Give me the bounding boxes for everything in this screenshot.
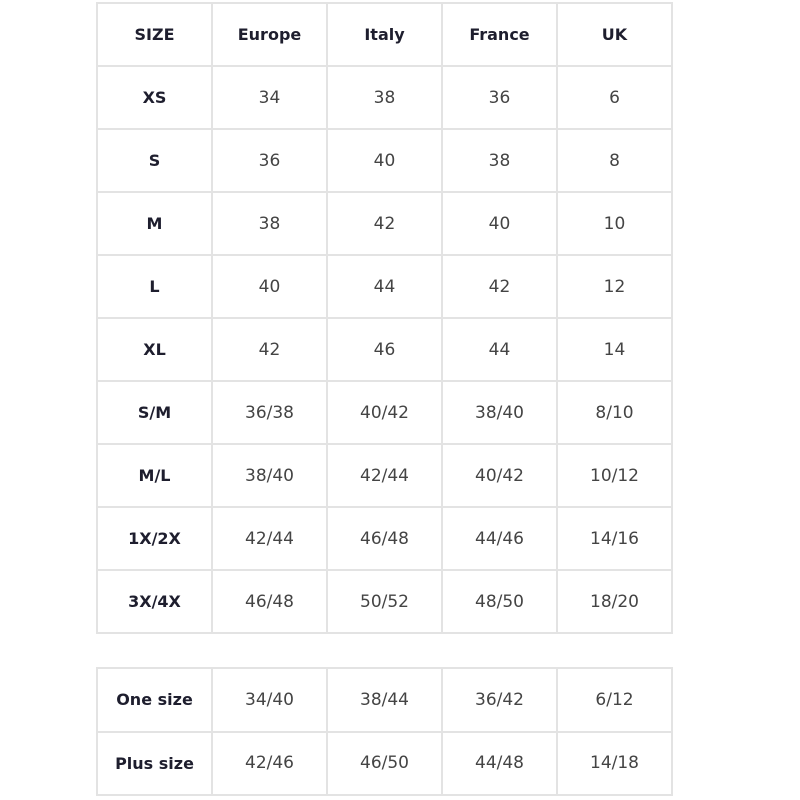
- size-value-cell: 50/52: [326, 569, 443, 634]
- size-value-cell: 36: [441, 65, 558, 130]
- size-label-cell: XL: [96, 317, 213, 382]
- size-chart-table: SIZE Europe Italy France UK XS 34 38 36 6 S 36 40 38 8…: [96, 2, 673, 634]
- size-value-cell: 40: [441, 191, 558, 256]
- size-value-cell: 40: [211, 254, 328, 319]
- table-row: M 38 42 40 10: [96, 191, 673, 256]
- column-header: France: [441, 2, 558, 67]
- size-value-cell: 44/48: [441, 730, 558, 796]
- size-value-cell: 18/20: [556, 569, 673, 634]
- size-value-cell: 10/12: [556, 443, 673, 508]
- size-value-cell: 8: [556, 128, 673, 193]
- column-header: Europe: [211, 2, 328, 67]
- size-value-cell: 6: [556, 65, 673, 130]
- size-label-cell: L: [96, 254, 213, 319]
- size-value-cell: 40: [326, 128, 443, 193]
- size-value-cell: 40/42: [441, 443, 558, 508]
- size-value-cell: 46/48: [326, 506, 443, 571]
- size-value-cell: 38: [211, 191, 328, 256]
- size-value-cell: 42/44: [326, 443, 443, 508]
- size-value-cell: 36/42: [441, 667, 558, 733]
- size-value-cell: 12: [556, 254, 673, 319]
- table-row: Plus size 42/46 46/50 44/48 14/18: [96, 730, 673, 796]
- table-row: L 40 44 42 12: [96, 254, 673, 319]
- size-value-cell: 8/10: [556, 380, 673, 445]
- header-row: SIZE Europe Italy France UK: [96, 2, 673, 67]
- size-value-cell: 46/50: [326, 730, 443, 796]
- table-row: XL 42 46 44 14: [96, 317, 673, 382]
- size-value-cell: 38: [326, 65, 443, 130]
- size-value-cell: 40/42: [326, 380, 443, 445]
- size-value-cell: 14/16: [556, 506, 673, 571]
- table-row: M/L 38/40 42/44 40/42 10/12: [96, 443, 673, 508]
- size-value-cell: 44: [441, 317, 558, 382]
- size-value-cell: 34/40: [211, 667, 328, 733]
- size-label-cell: Plus size: [96, 730, 213, 796]
- column-header: SIZE: [96, 2, 213, 67]
- size-value-cell: 42: [326, 191, 443, 256]
- size-value-cell: 42/46: [211, 730, 328, 796]
- size-value-cell: 48/50: [441, 569, 558, 634]
- size-value-cell: 36/38: [211, 380, 328, 445]
- table-row: One size 34/40 38/44 36/42 6/12: [96, 667, 673, 733]
- size-value-cell: 42: [211, 317, 328, 382]
- size-value-cell: 38/40: [441, 380, 558, 445]
- size-label-cell: S/M: [96, 380, 213, 445]
- size-value-cell: 38/44: [326, 667, 443, 733]
- size-value-cell: 42/44: [211, 506, 328, 571]
- column-header: Italy: [326, 2, 443, 67]
- size-label-cell: XS: [96, 65, 213, 130]
- size-value-cell: 6/12: [556, 667, 673, 733]
- special-size-table: One size 34/40 38/44 36/42 6/12 Plus size 42/4…: [96, 667, 673, 796]
- size-value-cell: 36: [211, 128, 328, 193]
- size-value-cell: 42: [441, 254, 558, 319]
- table-row: XS 34 38 36 6: [96, 65, 673, 130]
- size-value-cell: 38/40: [211, 443, 328, 508]
- size-value-cell: 14/18: [556, 730, 673, 796]
- size-value-cell: 46/48: [211, 569, 328, 634]
- size-label-cell: S: [96, 128, 213, 193]
- size-value-cell: 14: [556, 317, 673, 382]
- size-value-cell: 38: [441, 128, 558, 193]
- size-label-cell: 1X/2X: [96, 506, 213, 571]
- size-value-cell: 46: [326, 317, 443, 382]
- table-row: S 36 40 38 8: [96, 128, 673, 193]
- size-label-cell: M: [96, 191, 213, 256]
- column-header: UK: [556, 2, 673, 67]
- table-row: 1X/2X 42/44 46/48 44/46 14/16: [96, 506, 673, 571]
- size-label-cell: M/L: [96, 443, 213, 508]
- size-value-cell: 34: [211, 65, 328, 130]
- size-value-cell: 10: [556, 191, 673, 256]
- size-value-cell: 44/46: [441, 506, 558, 571]
- size-label-cell: 3X/4X: [96, 569, 213, 634]
- table-row: 3X/4X 46/48 50/52 48/50 18/20: [96, 569, 673, 634]
- table-row: S/M 36/38 40/42 38/40 8/10: [96, 380, 673, 445]
- size-label-cell: One size: [96, 667, 213, 733]
- size-value-cell: 44: [326, 254, 443, 319]
